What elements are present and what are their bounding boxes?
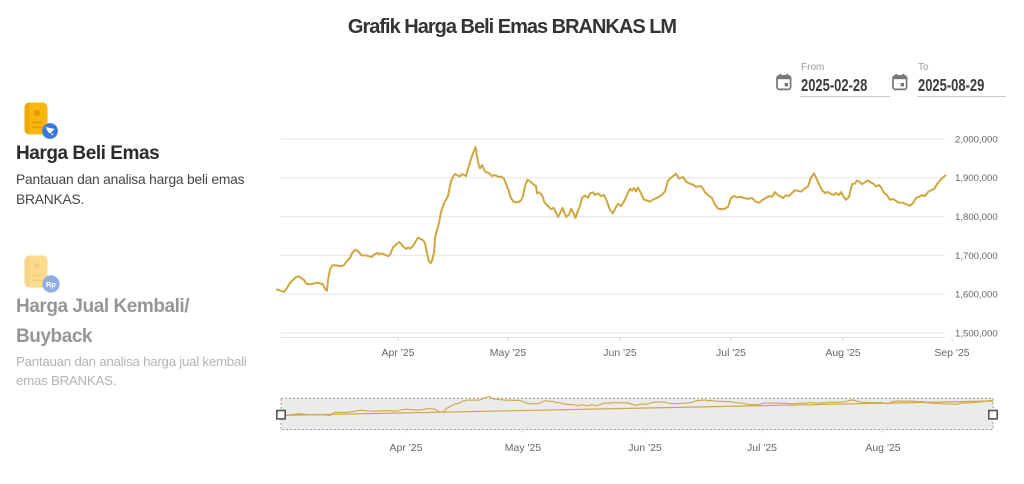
- svg-text:May '25: May '25: [505, 442, 542, 454]
- svg-text:Apr '25: Apr '25: [382, 347, 415, 359]
- svg-text:Apr '25: Apr '25: [390, 442, 423, 454]
- svg-text:1,700,000: 1,700,000: [955, 251, 998, 262]
- svg-text:May '25: May '25: [490, 347, 527, 359]
- svg-text:1,500,000: 1,500,000: [955, 328, 998, 339]
- svg-text:Jun '25: Jun '25: [628, 442, 662, 454]
- svg-text:2,000,000: 2,000,000: [955, 134, 998, 145]
- svg-text:Aug '25: Aug '25: [865, 442, 900, 454]
- svg-text:Jul '25: Jul '25: [747, 442, 777, 454]
- svg-text:Jul '25: Jul '25: [716, 347, 746, 359]
- svg-text:1,800,000: 1,800,000: [955, 212, 998, 223]
- svg-text:Rp: Rp: [46, 280, 56, 289]
- svg-text:Sep '25: Sep '25: [934, 347, 969, 359]
- svg-text:Jun '25: Jun '25: [603, 347, 637, 359]
- svg-text:1,600,000: 1,600,000: [955, 290, 998, 301]
- svg-text:Aug '25: Aug '25: [825, 347, 860, 359]
- svg-text:1,900,000: 1,900,000: [955, 173, 998, 184]
